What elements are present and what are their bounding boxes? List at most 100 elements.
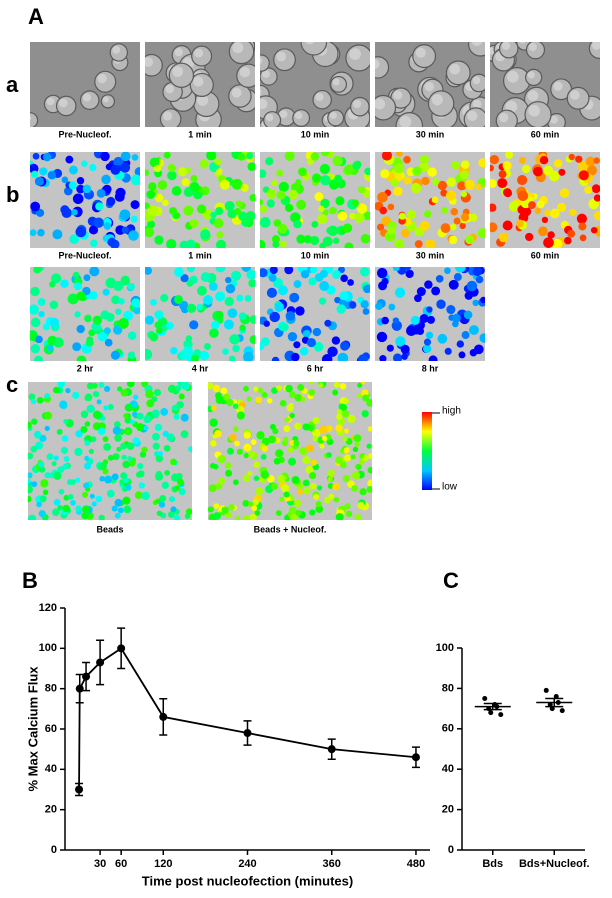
cells <box>490 152 600 248</box>
cell <box>553 159 563 168</box>
cell <box>235 515 241 520</box>
cell <box>232 344 240 353</box>
cell-highlight <box>46 97 55 106</box>
cell <box>31 481 38 488</box>
cell <box>445 190 457 201</box>
cell <box>30 343 41 354</box>
cell <box>272 241 280 248</box>
cell <box>216 231 224 239</box>
cell <box>49 317 60 328</box>
x-tick-label: 120 <box>154 858 172 870</box>
cell <box>196 303 204 311</box>
cell <box>37 461 45 468</box>
cell-highlight <box>332 78 340 86</box>
cell <box>155 498 161 504</box>
cell <box>450 208 459 216</box>
cell <box>247 501 254 507</box>
cell-highlight <box>349 48 361 60</box>
cell <box>578 161 589 173</box>
cell-highlight <box>279 110 288 119</box>
cell <box>323 496 331 504</box>
cell <box>479 229 485 237</box>
image-caption: Pre-Nucleof. <box>58 129 111 139</box>
cell <box>226 447 234 455</box>
cell <box>340 341 350 351</box>
cell <box>296 199 307 210</box>
cell <box>213 512 221 520</box>
cell <box>328 493 335 500</box>
cell <box>319 269 328 278</box>
cell-highlight <box>162 111 173 121</box>
cell-highlight <box>549 115 558 124</box>
cell <box>419 154 429 164</box>
cell <box>218 477 226 485</box>
cell <box>152 442 160 450</box>
cell <box>225 283 236 294</box>
cell <box>278 285 288 296</box>
cell <box>244 295 252 302</box>
cell <box>128 230 139 241</box>
cell <box>291 475 300 484</box>
cell <box>269 423 276 430</box>
cell-highlight <box>471 42 483 46</box>
cell-highlight <box>415 47 426 58</box>
cell <box>302 329 311 338</box>
cells <box>375 267 485 361</box>
point <box>547 702 553 708</box>
cell <box>326 452 332 458</box>
cell <box>357 382 363 388</box>
cell <box>150 298 157 306</box>
cell <box>214 158 222 166</box>
cell <box>97 427 106 436</box>
cell <box>472 299 479 307</box>
cell <box>425 331 434 339</box>
cell <box>120 442 127 450</box>
cell <box>320 152 329 157</box>
cell <box>208 506 214 513</box>
cell <box>231 178 243 190</box>
cell <box>276 190 286 200</box>
cell <box>145 349 153 360</box>
cell-highlight <box>375 59 380 69</box>
cell <box>276 169 284 177</box>
cell <box>84 314 92 323</box>
cell <box>131 174 140 186</box>
cell <box>170 506 177 513</box>
cell <box>166 321 174 330</box>
cell <box>99 475 105 482</box>
cell <box>240 183 249 192</box>
cell-highlight <box>329 111 337 120</box>
cell <box>237 153 246 161</box>
cell <box>293 341 301 349</box>
panel-label: B <box>22 568 38 593</box>
cell <box>51 461 57 467</box>
cell <box>299 396 306 403</box>
cell <box>89 163 97 172</box>
point <box>96 658 105 667</box>
cell <box>226 398 234 407</box>
cell <box>363 284 370 294</box>
colorbar <box>422 412 432 490</box>
cell <box>261 445 268 452</box>
cell <box>203 295 213 305</box>
cell <box>255 396 262 404</box>
cell <box>336 304 347 314</box>
cell <box>174 294 184 304</box>
cell <box>350 454 356 460</box>
cell <box>155 327 163 334</box>
y-tick-label: 100 <box>436 642 454 654</box>
cell <box>197 285 207 296</box>
cell <box>167 170 177 181</box>
cell <box>122 496 131 505</box>
cell <box>358 186 366 194</box>
cell <box>314 192 324 202</box>
cell <box>209 328 219 338</box>
cell <box>490 164 494 172</box>
cell <box>517 174 528 186</box>
cell <box>376 267 388 279</box>
cell <box>99 462 107 470</box>
cell <box>394 287 406 298</box>
cell <box>145 202 150 209</box>
cell <box>53 455 59 461</box>
